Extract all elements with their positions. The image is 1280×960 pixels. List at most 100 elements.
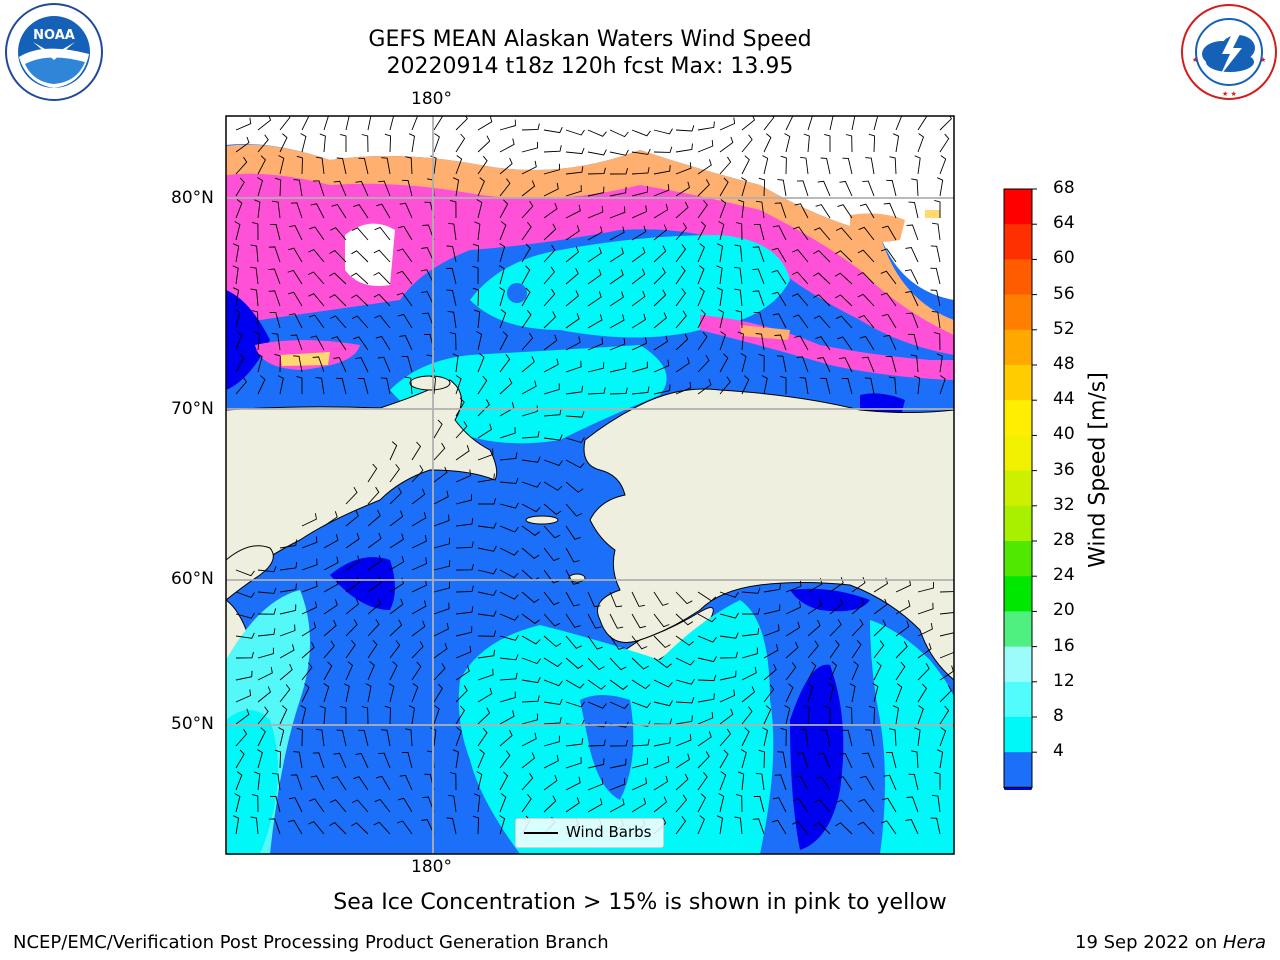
wind-barb xyxy=(543,288,556,307)
wind-barb xyxy=(365,683,372,703)
wind-barb xyxy=(807,640,819,659)
wind-barb xyxy=(235,331,243,351)
svg-text:★ ★: ★ ★ xyxy=(1222,90,1237,98)
wind-barb xyxy=(499,750,511,769)
wind-barb xyxy=(351,294,369,307)
wind-barb xyxy=(917,643,932,659)
wind-barb xyxy=(631,797,647,813)
wind-barb xyxy=(254,771,261,791)
wind-barb xyxy=(301,683,310,703)
wind-barb xyxy=(910,354,919,373)
wind-barb xyxy=(914,155,921,175)
wind-barb xyxy=(351,250,369,263)
wind-barb xyxy=(719,651,738,659)
wind-barb-legend-line xyxy=(524,832,558,834)
wind-barb xyxy=(447,222,457,241)
wind-barb xyxy=(741,686,756,703)
wind-barb xyxy=(235,177,245,197)
wind-barb xyxy=(405,728,413,747)
wind-barb xyxy=(521,752,536,769)
wind-barb xyxy=(895,579,912,593)
wind-barb xyxy=(740,177,747,197)
footer-date: 19 Sep 2022 on Hera xyxy=(1075,932,1266,953)
wind-barb xyxy=(323,640,335,659)
wind-barb xyxy=(380,377,391,395)
wind-barb xyxy=(389,661,398,681)
wind-barb xyxy=(675,333,689,351)
wind-barb xyxy=(837,776,853,791)
footer-branch: NCEP/EMC/Verification Post Processing Pr… xyxy=(13,932,609,953)
wind-barb xyxy=(389,555,405,571)
wind-barb xyxy=(873,640,885,659)
wind-barb xyxy=(753,223,765,241)
wind-barb xyxy=(499,525,519,533)
wind-barb xyxy=(253,331,261,351)
wind-barb xyxy=(587,268,602,285)
wind-barb xyxy=(455,445,470,461)
wind-barb xyxy=(905,819,919,835)
wind-barb xyxy=(734,288,743,307)
wind-barb xyxy=(886,179,897,197)
wind-barb xyxy=(817,180,831,197)
wind-barb xyxy=(420,269,435,285)
wind-barb xyxy=(697,591,717,602)
wind-barb xyxy=(329,272,347,285)
wind-barb xyxy=(543,182,559,197)
wind-barb xyxy=(404,376,413,395)
wind-barb xyxy=(931,310,941,329)
wind-barb xyxy=(880,248,897,263)
wind-barb xyxy=(865,729,875,747)
wind-barb xyxy=(653,755,670,769)
wind-barb xyxy=(384,705,391,725)
wind-barb xyxy=(308,293,325,307)
wind-barb xyxy=(367,639,378,659)
wind-barb xyxy=(478,498,497,505)
wind-barb xyxy=(361,134,369,153)
wind-barb xyxy=(399,202,413,219)
wind-barb xyxy=(433,419,443,439)
wind-barb xyxy=(235,689,252,703)
wind-barb xyxy=(697,772,708,791)
wind-barb xyxy=(675,657,695,666)
wind-barb xyxy=(835,227,853,241)
wind-barb xyxy=(565,225,580,241)
wind-barb xyxy=(719,591,739,598)
wind-barb xyxy=(609,167,629,175)
wind-barb xyxy=(521,380,537,395)
wind-barb xyxy=(653,128,673,135)
wind-barb xyxy=(861,356,875,373)
wind-barb xyxy=(718,221,725,241)
wind-barb xyxy=(499,634,519,641)
wind-barb xyxy=(235,670,253,681)
wind-barb xyxy=(803,133,810,153)
wind-barb xyxy=(697,243,705,263)
wind-barb xyxy=(565,657,584,669)
wind-barb xyxy=(829,661,838,681)
wind-barb xyxy=(499,672,518,681)
wind-barb xyxy=(565,437,585,444)
wind-barb xyxy=(235,136,250,153)
colorbar-tick-label: 44 xyxy=(1053,389,1075,410)
wind-barb xyxy=(257,727,266,747)
wind-barb xyxy=(474,793,481,813)
wind-barb xyxy=(565,503,583,517)
wind-barb xyxy=(355,753,369,769)
wind-barb xyxy=(813,822,831,835)
wind-barb xyxy=(741,647,758,659)
wind-barb xyxy=(653,289,667,307)
wind-barb xyxy=(777,751,787,769)
wind-barb xyxy=(835,799,853,813)
wind-barb xyxy=(336,377,347,395)
wind-barb xyxy=(477,649,496,659)
wind-barb xyxy=(697,309,706,329)
wind-barb xyxy=(930,267,941,285)
wind-barb xyxy=(587,701,607,709)
wind-barb xyxy=(330,227,347,241)
wind-barb xyxy=(288,313,303,329)
wind-barb xyxy=(521,222,532,241)
wind-barb xyxy=(278,727,285,747)
wind-barb xyxy=(939,116,952,131)
wind-barb xyxy=(881,313,897,329)
wind-barb xyxy=(675,244,687,263)
